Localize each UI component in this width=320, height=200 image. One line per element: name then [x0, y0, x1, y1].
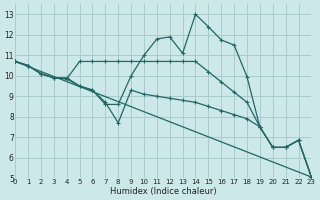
X-axis label: Humidex (Indice chaleur): Humidex (Indice chaleur)	[110, 187, 217, 196]
